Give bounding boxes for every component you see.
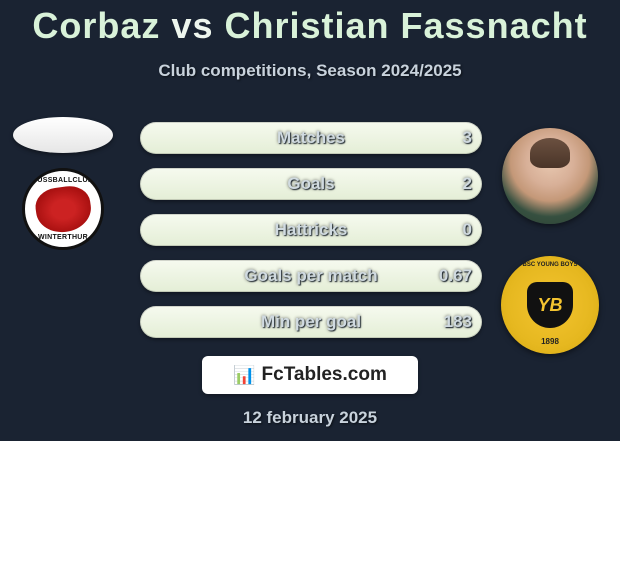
stat-row: Hattricks 0	[140, 214, 482, 246]
stat-value: 0.67	[439, 266, 472, 286]
stat-row: Min per goal 183	[140, 306, 482, 338]
shield-icon: YB	[527, 282, 573, 328]
stat-row: Matches 3	[140, 122, 482, 154]
stat-row: Goals per match 0.67	[140, 260, 482, 292]
stats-panel: Matches 3 Goals 2 Hattricks 0 Goals per …	[140, 122, 482, 338]
brand-text: FcTables.com	[262, 364, 387, 386]
right-player-column: YB	[500, 128, 600, 354]
club-badge-young-boys: YB	[501, 256, 599, 354]
stat-label: Goals	[287, 174, 334, 194]
date-text: 12 february 2025	[0, 408, 620, 428]
lion-icon	[33, 183, 94, 235]
avatar	[502, 128, 598, 224]
stat-label: Hattricks	[275, 220, 348, 240]
stat-row: Goals 2	[140, 168, 482, 200]
page-title: Corbaz vs Christian Fassnacht	[0, 5, 620, 47]
stat-value: 0	[463, 220, 472, 240]
title-vs: vs	[171, 5, 213, 46]
stat-label: Matches	[277, 128, 345, 148]
stat-label: Min per goal	[261, 312, 361, 332]
brand-badge: 📊 FcTables.com	[202, 356, 418, 394]
chart-icon: 📊	[233, 365, 255, 386]
avatar-placeholder	[13, 117, 113, 153]
stat-value: 3	[463, 128, 472, 148]
title-player-b: Christian Fassnacht	[225, 5, 588, 46]
subtitle: Club competitions, Season 2024/2025	[0, 61, 620, 81]
club-badge-winterthur	[22, 168, 104, 250]
stat-label: Goals per match	[244, 266, 377, 286]
stat-value: 2	[463, 174, 472, 194]
stat-value: 183	[444, 312, 472, 332]
title-player-a: Corbaz	[32, 5, 160, 46]
left-player-column	[8, 117, 118, 250]
page-header: Corbaz vs Christian Fassnacht	[0, 0, 620, 47]
